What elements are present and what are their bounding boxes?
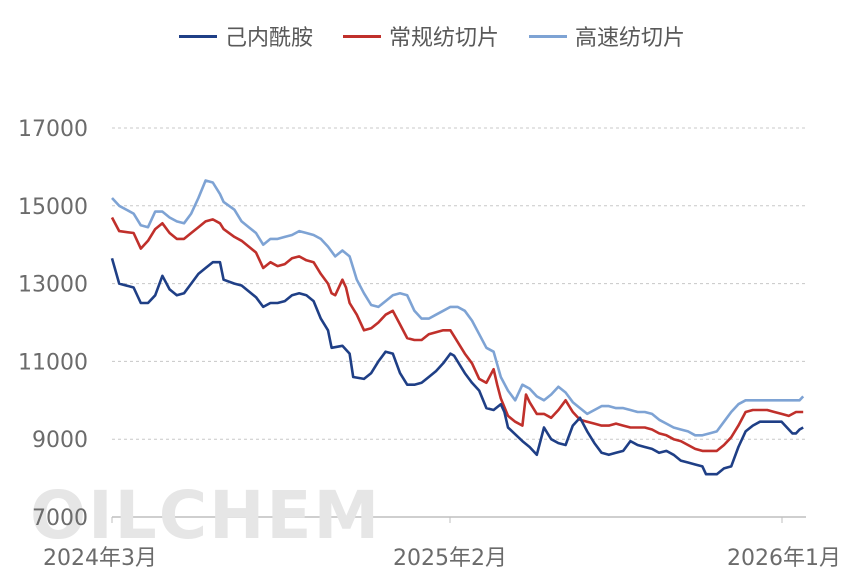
- y-tick-label: 15000: [18, 195, 88, 220]
- y-tick-label: 17000: [18, 117, 88, 142]
- legend-label-caprolactam: 己内酰胺: [224, 26, 313, 51]
- x-tick-label: 2024年3月: [43, 546, 157, 571]
- y-tick-label: 7000: [32, 506, 88, 531]
- watermark-logo: OILCHEM: [30, 477, 381, 554]
- legend-item-conventional-chip[interactable]: 常规纺切片: [342, 20, 499, 52]
- series-line-conventional-chip: [110, 216, 804, 453]
- x-axis-ticks: 2024年3月 2025年2月 2026年1月: [43, 517, 841, 571]
- legend-label-high-speed-chip: 高速纺切片: [575, 26, 686, 51]
- legend-item-high-speed-chip[interactable]: 高速纺切片: [529, 20, 685, 52]
- x-tick-label: 2025年2月: [393, 546, 507, 571]
- y-tick-label: 11000: [18, 350, 88, 375]
- legend-label-conventional-chip: 常规纺切片: [388, 26, 499, 51]
- legend: 己内酰胺 常规纺切片 高速纺切片: [0, 20, 864, 52]
- y-axis-ticks: 7000 9000 11000 13000 15000 17000: [18, 117, 88, 531]
- series-line-high-speed-chip: [111, 179, 805, 437]
- legend-swatch-caprolactam: [178, 34, 217, 38]
- series-lines: [110, 179, 805, 476]
- legend-swatch-conventional-chip: [342, 34, 381, 38]
- series-line-caprolactam: [110, 257, 804, 476]
- legend-swatch-high-speed-chip: [529, 34, 567, 38]
- y-tick-label: 13000: [18, 273, 88, 298]
- legend-item-caprolactam[interactable]: 己内酰胺: [178, 20, 313, 52]
- y-tick-label: 9000: [32, 428, 88, 453]
- x-tick-label: 2026年1月: [727, 546, 841, 571]
